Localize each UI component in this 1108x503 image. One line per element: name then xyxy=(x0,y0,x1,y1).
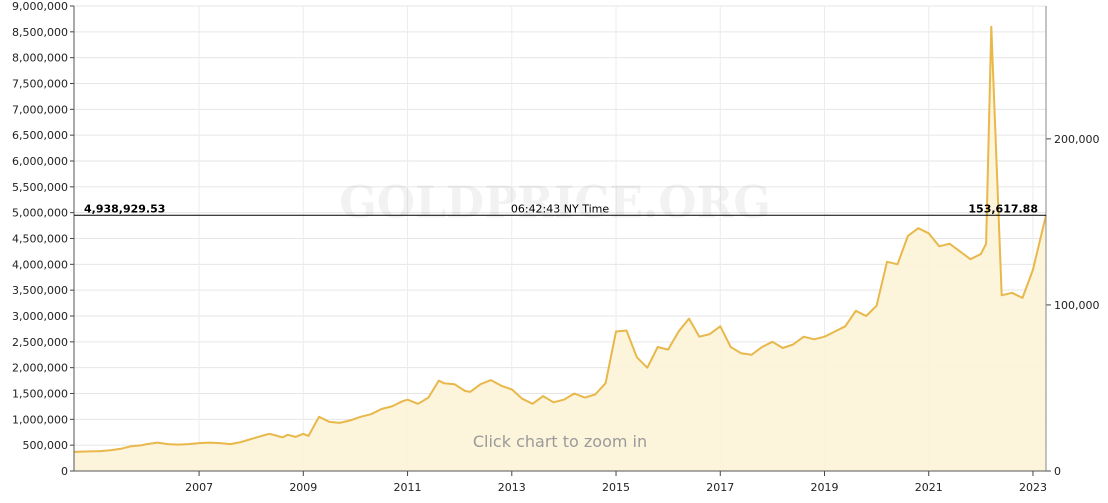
y-tick-label: 9,000,000 xyxy=(12,0,68,13)
y-tick-label: 6,000,000 xyxy=(12,155,68,168)
y-tick-label: 5,000,000 xyxy=(12,207,68,220)
axes: 0 500,000 1,000,000 1,500,000 2,000,000 2,500… xyxy=(12,0,1099,494)
x-tick-label: 2007 xyxy=(185,481,213,494)
crosshair-time: 06:42:43 NY Time xyxy=(511,202,609,215)
y-tick-label: 7,000,000 xyxy=(12,103,68,116)
crosshair-left-value: 4,938,929.53 xyxy=(84,202,165,215)
x-tick-label: 2011 xyxy=(394,481,422,494)
crosshair-right-value: 153,617.88 xyxy=(968,202,1038,215)
x-tick-label: 2009 xyxy=(289,481,317,494)
x-tick-label: 2021 xyxy=(915,481,943,494)
x-tick-label: 2019 xyxy=(810,481,838,494)
series-line xyxy=(73,25,1047,453)
watermark-text: GOLDPRICE.ORG xyxy=(339,177,771,228)
x-tick-label: 2023 xyxy=(1019,481,1047,494)
y-tick-label: 7,500,000 xyxy=(12,78,68,91)
y-tick-label: 0 xyxy=(61,465,68,478)
y-tick-label: 8,000,000 xyxy=(12,52,68,65)
x-tick-label: 2017 xyxy=(706,481,734,494)
right-tick-label: 0 xyxy=(1054,465,1061,478)
right-tick-label: 100,000 xyxy=(1054,299,1100,312)
zoom-hint[interactable]: Click chart to zoom in xyxy=(473,432,647,451)
y-tick-label: 8,500,000 xyxy=(12,26,68,39)
crosshair: 4,938,929.53 06:42:43 NY Time 153,617.88 xyxy=(74,202,1046,216)
y-tick-label: 500,000 xyxy=(23,439,69,452)
series-area xyxy=(74,26,1046,471)
x-tick-label: 2015 xyxy=(602,481,630,494)
series-layer xyxy=(73,25,1047,471)
y-tick-label: 3,000,000 xyxy=(12,310,68,323)
y-tick-label: 1,500,000 xyxy=(12,388,68,401)
y-tick-label: 4,500,000 xyxy=(12,233,68,246)
y-tick-label: 3,500,000 xyxy=(12,284,68,297)
x-tick-label: 2013 xyxy=(498,481,526,494)
y-tick-label: 2,500,000 xyxy=(12,336,68,349)
y-tick-label: 6,500,000 xyxy=(12,129,68,142)
right-tick-label: 200,000 xyxy=(1054,133,1100,146)
y-tick-label: 1,000,000 xyxy=(12,413,68,426)
y-tick-label: 5,500,000 xyxy=(12,181,68,194)
y-tick-label: 2,000,000 xyxy=(12,362,68,375)
y-tick-label: 4,000,000 xyxy=(12,258,68,271)
